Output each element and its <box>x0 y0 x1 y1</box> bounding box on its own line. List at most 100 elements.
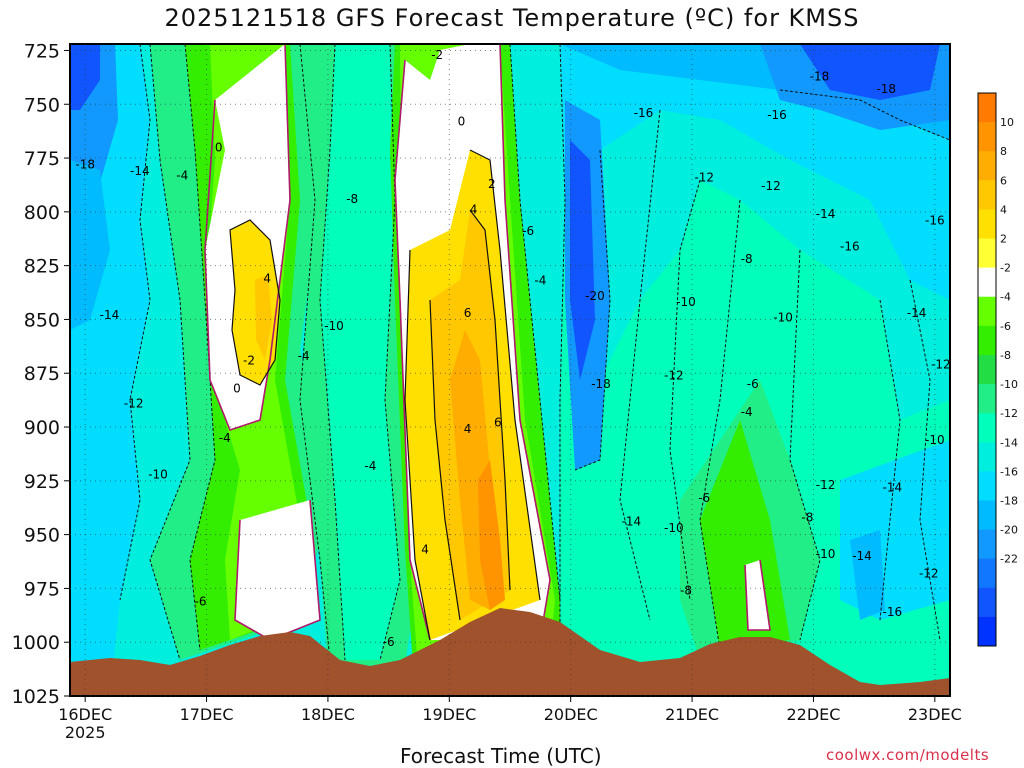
contour-label: -10 <box>676 295 696 309</box>
contour-label: -6 <box>698 491 710 505</box>
contour-label: -6 <box>383 635 395 649</box>
colorbar-swatch <box>978 209 996 240</box>
contour-label: 0 <box>458 114 466 128</box>
contour-label: -8 <box>801 510 813 524</box>
contour-label: -12 <box>664 368 684 382</box>
x-tick-label: 20DEC <box>544 705 598 724</box>
colorbar-swatch <box>978 616 996 647</box>
x-tick-label: 21DEC <box>665 705 719 724</box>
contour-label: -2 <box>431 48 443 62</box>
contour-label: 6 <box>464 306 472 320</box>
colorbar-swatch <box>978 529 996 560</box>
contour-label: 4 <box>464 422 472 436</box>
colorbar-label: -10 <box>1000 378 1018 391</box>
y-tick-label: 1025 <box>12 686 60 708</box>
terrain-surface <box>70 608 950 696</box>
contour-label: -2 <box>243 353 255 367</box>
contour-label: -4 <box>219 431 231 445</box>
y-tick-label: 925 <box>24 471 60 493</box>
colorbar-swatch <box>978 151 996 181</box>
y-tick-label: 850 <box>24 309 60 331</box>
contour-label: -6 <box>522 224 534 238</box>
contour-label: -12 <box>761 179 781 193</box>
colorbar-swatch <box>978 558 996 589</box>
contour-label: -10 <box>773 310 793 324</box>
colorbar-label: 2 <box>1000 233 1007 246</box>
colorbar-swatch <box>978 296 996 327</box>
colorbar-label: -12 <box>1000 407 1018 420</box>
chart-title: 2025121518 GFS Forecast Temperature (ºC)… <box>164 4 860 32</box>
contour-label: -18 <box>75 158 95 172</box>
x-tick-label: 18DEC <box>301 705 355 724</box>
colorbar-swatch <box>978 413 996 443</box>
colorbar-swatch <box>978 471 996 501</box>
contour-label: -18 <box>591 377 611 391</box>
contour-label: -16 <box>925 213 945 227</box>
colorbar-swatch <box>978 384 996 414</box>
y-tick-label: 900 <box>24 417 60 439</box>
x-tick-label: 23DEC <box>908 705 962 724</box>
colorbar-swatch <box>978 122 996 152</box>
colorbar-swatch <box>978 442 996 472</box>
contour-label: 2 <box>488 177 496 191</box>
x-axis-label: Forecast Time (UTC) <box>400 744 602 768</box>
contour-label: -10 <box>925 433 945 447</box>
colorbar-label: -2 <box>1000 262 1011 275</box>
colorbar-swatch <box>978 587 996 618</box>
contour-label: 0 <box>233 381 241 395</box>
contour-label: -14 <box>907 306 927 320</box>
contour-label: -14 <box>852 549 872 563</box>
credit-text: coolwx.com/modelts <box>826 746 990 764</box>
colorbar-label: -4 <box>1000 291 1011 304</box>
y-tick-label: 825 <box>24 256 60 278</box>
y-tick-label: 1000 <box>12 632 60 654</box>
contour-label: -16 <box>883 605 903 619</box>
colorbar-label: 8 <box>1000 145 1007 158</box>
colorbar-label: -20 <box>1000 524 1018 537</box>
contour-label: 4 <box>470 203 478 217</box>
contour-label: -10 <box>324 319 344 333</box>
colorbar-label: -16 <box>1000 465 1018 478</box>
colorbar-label: -14 <box>1000 436 1018 449</box>
colorbar-label: 6 <box>1000 174 1007 187</box>
contour-label: 0 <box>215 140 223 154</box>
contour-label: -8 <box>680 584 692 598</box>
y-tick-label: 950 <box>24 525 60 547</box>
contour-label: -12 <box>694 170 714 184</box>
x-tick-label: 19DEC <box>422 705 476 724</box>
colorbar-label: 10 <box>1000 116 1014 129</box>
contour-label: -12 <box>124 396 144 410</box>
x-tick-label: 22DEC <box>786 705 840 724</box>
colorbar-label: 4 <box>1000 203 1007 216</box>
contour-label: -16 <box>634 106 654 120</box>
contour-label: -8 <box>741 252 753 266</box>
contour-label: -12 <box>816 478 836 492</box>
contour-label: -4 <box>176 168 188 182</box>
y-tick-label: 800 <box>24 202 60 224</box>
colorbar-swatch <box>978 325 996 356</box>
contour-label: 4 <box>263 272 271 286</box>
y-tick-label: 750 <box>24 94 60 116</box>
y-tick-label: 875 <box>24 363 60 385</box>
contour-label: -18 <box>876 82 896 96</box>
contour-label: -16 <box>767 108 787 122</box>
contour-label: -14 <box>816 207 836 221</box>
y-tick-label: 975 <box>24 578 60 600</box>
y-tick-label: 725 <box>24 40 60 62</box>
contour-label: -6 <box>194 594 206 608</box>
contour-label: -14 <box>883 480 903 494</box>
colorbar-label: -22 <box>1000 553 1018 566</box>
contour-label: 4 <box>421 543 429 557</box>
x-tick-label: 16DEC <box>58 705 112 724</box>
colorbar-swatch <box>978 267 996 298</box>
contour-label: -14 <box>622 515 642 529</box>
contour-label: -12 <box>919 566 939 580</box>
contour-label: -4 <box>298 349 310 363</box>
contour-label: -4 <box>364 459 376 473</box>
y-tick-label: 775 <box>24 148 60 170</box>
contour-label: -16 <box>840 239 860 253</box>
colorbar-label: -6 <box>1000 320 1011 333</box>
colorbar-swatch <box>978 238 996 269</box>
temperature-field <box>70 44 950 696</box>
